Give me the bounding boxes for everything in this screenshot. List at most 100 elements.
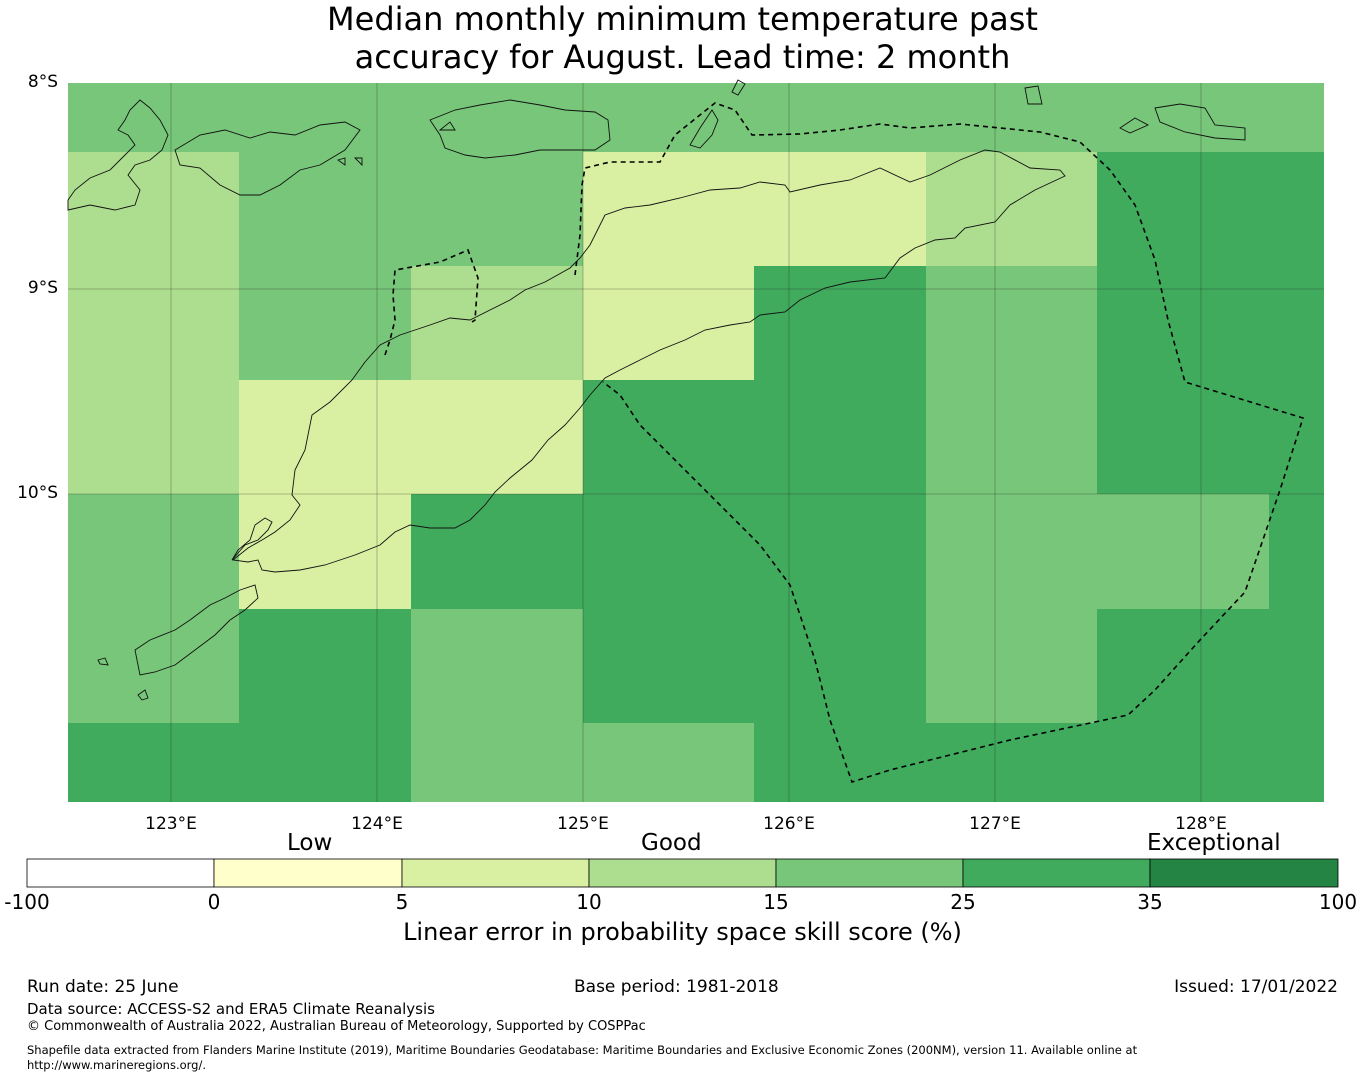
grid-cell-edge	[1269, 266, 1324, 380]
grid-cell	[583, 83, 754, 152]
wetar-island	[429, 99, 611, 159]
cbar-tick: 10	[576, 890, 602, 914]
grid-cell	[239, 494, 411, 609]
data-source: Data source: ACCESS-S2 and ERA5 Climate …	[27, 1000, 435, 1018]
grid-cell	[411, 83, 583, 152]
ndao-island	[97, 657, 109, 666]
shapefile-credit: Shapefile data extracted from Flanders M…	[27, 1043, 1227, 1073]
islet-2	[438, 121, 456, 131]
grid-cell	[239, 380, 411, 494]
grid-cell	[754, 723, 926, 802]
grid-cell	[926, 83, 1097, 152]
grid-cell	[754, 380, 926, 494]
islet-3	[336, 157, 346, 166]
title-line-2: accuracy for August. Lead time: 2 month	[354, 38, 1011, 76]
category-exceptional: Exceptional	[1147, 830, 1281, 856]
grid-cell	[239, 266, 411, 380]
colorbar-segment	[26, 858, 215, 888]
grid-cell	[1097, 609, 1324, 723]
semau-island	[231, 517, 273, 561]
grid-cell	[411, 380, 583, 494]
category-good: Good	[641, 830, 702, 856]
grid-cell	[926, 266, 1097, 380]
moa-island	[1154, 103, 1246, 141]
grid-cell	[68, 152, 239, 266]
grid-cell	[68, 723, 239, 802]
kisar-island	[1024, 85, 1043, 105]
grid-cell	[1097, 152, 1324, 266]
cbar-tick: 0	[207, 890, 221, 914]
pantar-coast	[174, 121, 361, 196]
colorbar-segment	[213, 858, 403, 888]
grid-cell	[411, 723, 583, 802]
lat-label-10s: 10°S	[17, 483, 58, 503]
grid-cell	[754, 266, 926, 380]
grid-cell	[68, 266, 239, 380]
grid-cell	[411, 609, 583, 723]
shapefile-credit-line-2: http://www.marineregions.org/.	[27, 1058, 206, 1072]
category-low: Low	[287, 830, 333, 856]
grid-cell	[926, 723, 1097, 802]
lon-label-128e: 128°E	[1175, 814, 1227, 834]
grid-cell	[239, 152, 411, 266]
grid-cell	[583, 723, 754, 802]
leti-island	[1119, 117, 1150, 134]
cbar-tick: 100	[1318, 890, 1358, 914]
roti-island	[134, 584, 259, 676]
skill-grid	[68, 83, 1324, 802]
lon-label-125e: 125°E	[557, 814, 609, 834]
run-date: Run date: 25 June	[27, 977, 179, 997]
colorbar-segment	[588, 858, 777, 888]
coastlines	[67, 79, 1246, 701]
colorbar-segment	[962, 858, 1151, 888]
graticule	[68, 83, 1324, 802]
islet-4	[353, 157, 363, 167]
grid-cell	[583, 494, 754, 609]
grid-cell	[68, 494, 239, 609]
alor-island	[67, 99, 169, 211]
grid-cell	[239, 723, 411, 802]
grid-cell	[239, 609, 411, 723]
title-line-1: Median monthly minimum temperature past	[327, 0, 1038, 38]
grid-cell	[583, 152, 754, 266]
colorbar-segment	[401, 858, 590, 888]
issued-date: Issued: 17/01/2022	[1174, 977, 1338, 997]
grid-cell	[68, 609, 239, 723]
grid-cell-edge	[1269, 494, 1324, 609]
oecusse-eez	[384, 248, 479, 356]
shapefile-credit-line-1: Shapefile data extracted from Flanders M…	[27, 1043, 1138, 1057]
timor-coast	[231, 149, 1066, 573]
grid-cell	[926, 152, 1097, 266]
cbar-tick: 15	[763, 890, 789, 914]
lat-label-8s: 8°S	[27, 72, 58, 92]
colorbar	[26, 858, 1339, 888]
cbar-tick: 25	[950, 890, 976, 914]
lon-label-124e: 124°E	[351, 814, 403, 834]
grid-cell	[68, 380, 239, 494]
copyright: © Commonwealth of Australia 2022, Austra…	[27, 1019, 646, 1034]
cbar-tick: -100	[4, 890, 50, 914]
grid-cell	[754, 83, 926, 152]
eez-boundaries	[384, 102, 1305, 783]
grid-cell	[411, 266, 583, 380]
islet-5	[731, 79, 746, 96]
grid-cell	[754, 609, 926, 723]
grid-cell	[411, 152, 583, 266]
cbar-tick: 35	[1137, 890, 1163, 914]
lat-label-9s: 9°S	[27, 278, 58, 298]
lon-label-126e: 126°E	[763, 814, 815, 834]
grid-cell	[583, 266, 754, 380]
grid-cell	[583, 609, 754, 723]
lon-label-127e: 127°E	[969, 814, 1021, 834]
grid-cell	[239, 83, 411, 152]
islet-1	[137, 689, 149, 701]
grid-cell	[1097, 380, 1324, 494]
grid-cell	[411, 494, 583, 609]
colorbar-segment	[1149, 858, 1339, 888]
timor-leste-eez	[574, 102, 1305, 783]
colorbar-segment	[775, 858, 964, 888]
lon-label-123e: 123°E	[145, 814, 197, 834]
grid-cell	[926, 494, 1097, 609]
grid-cell	[754, 494, 926, 609]
